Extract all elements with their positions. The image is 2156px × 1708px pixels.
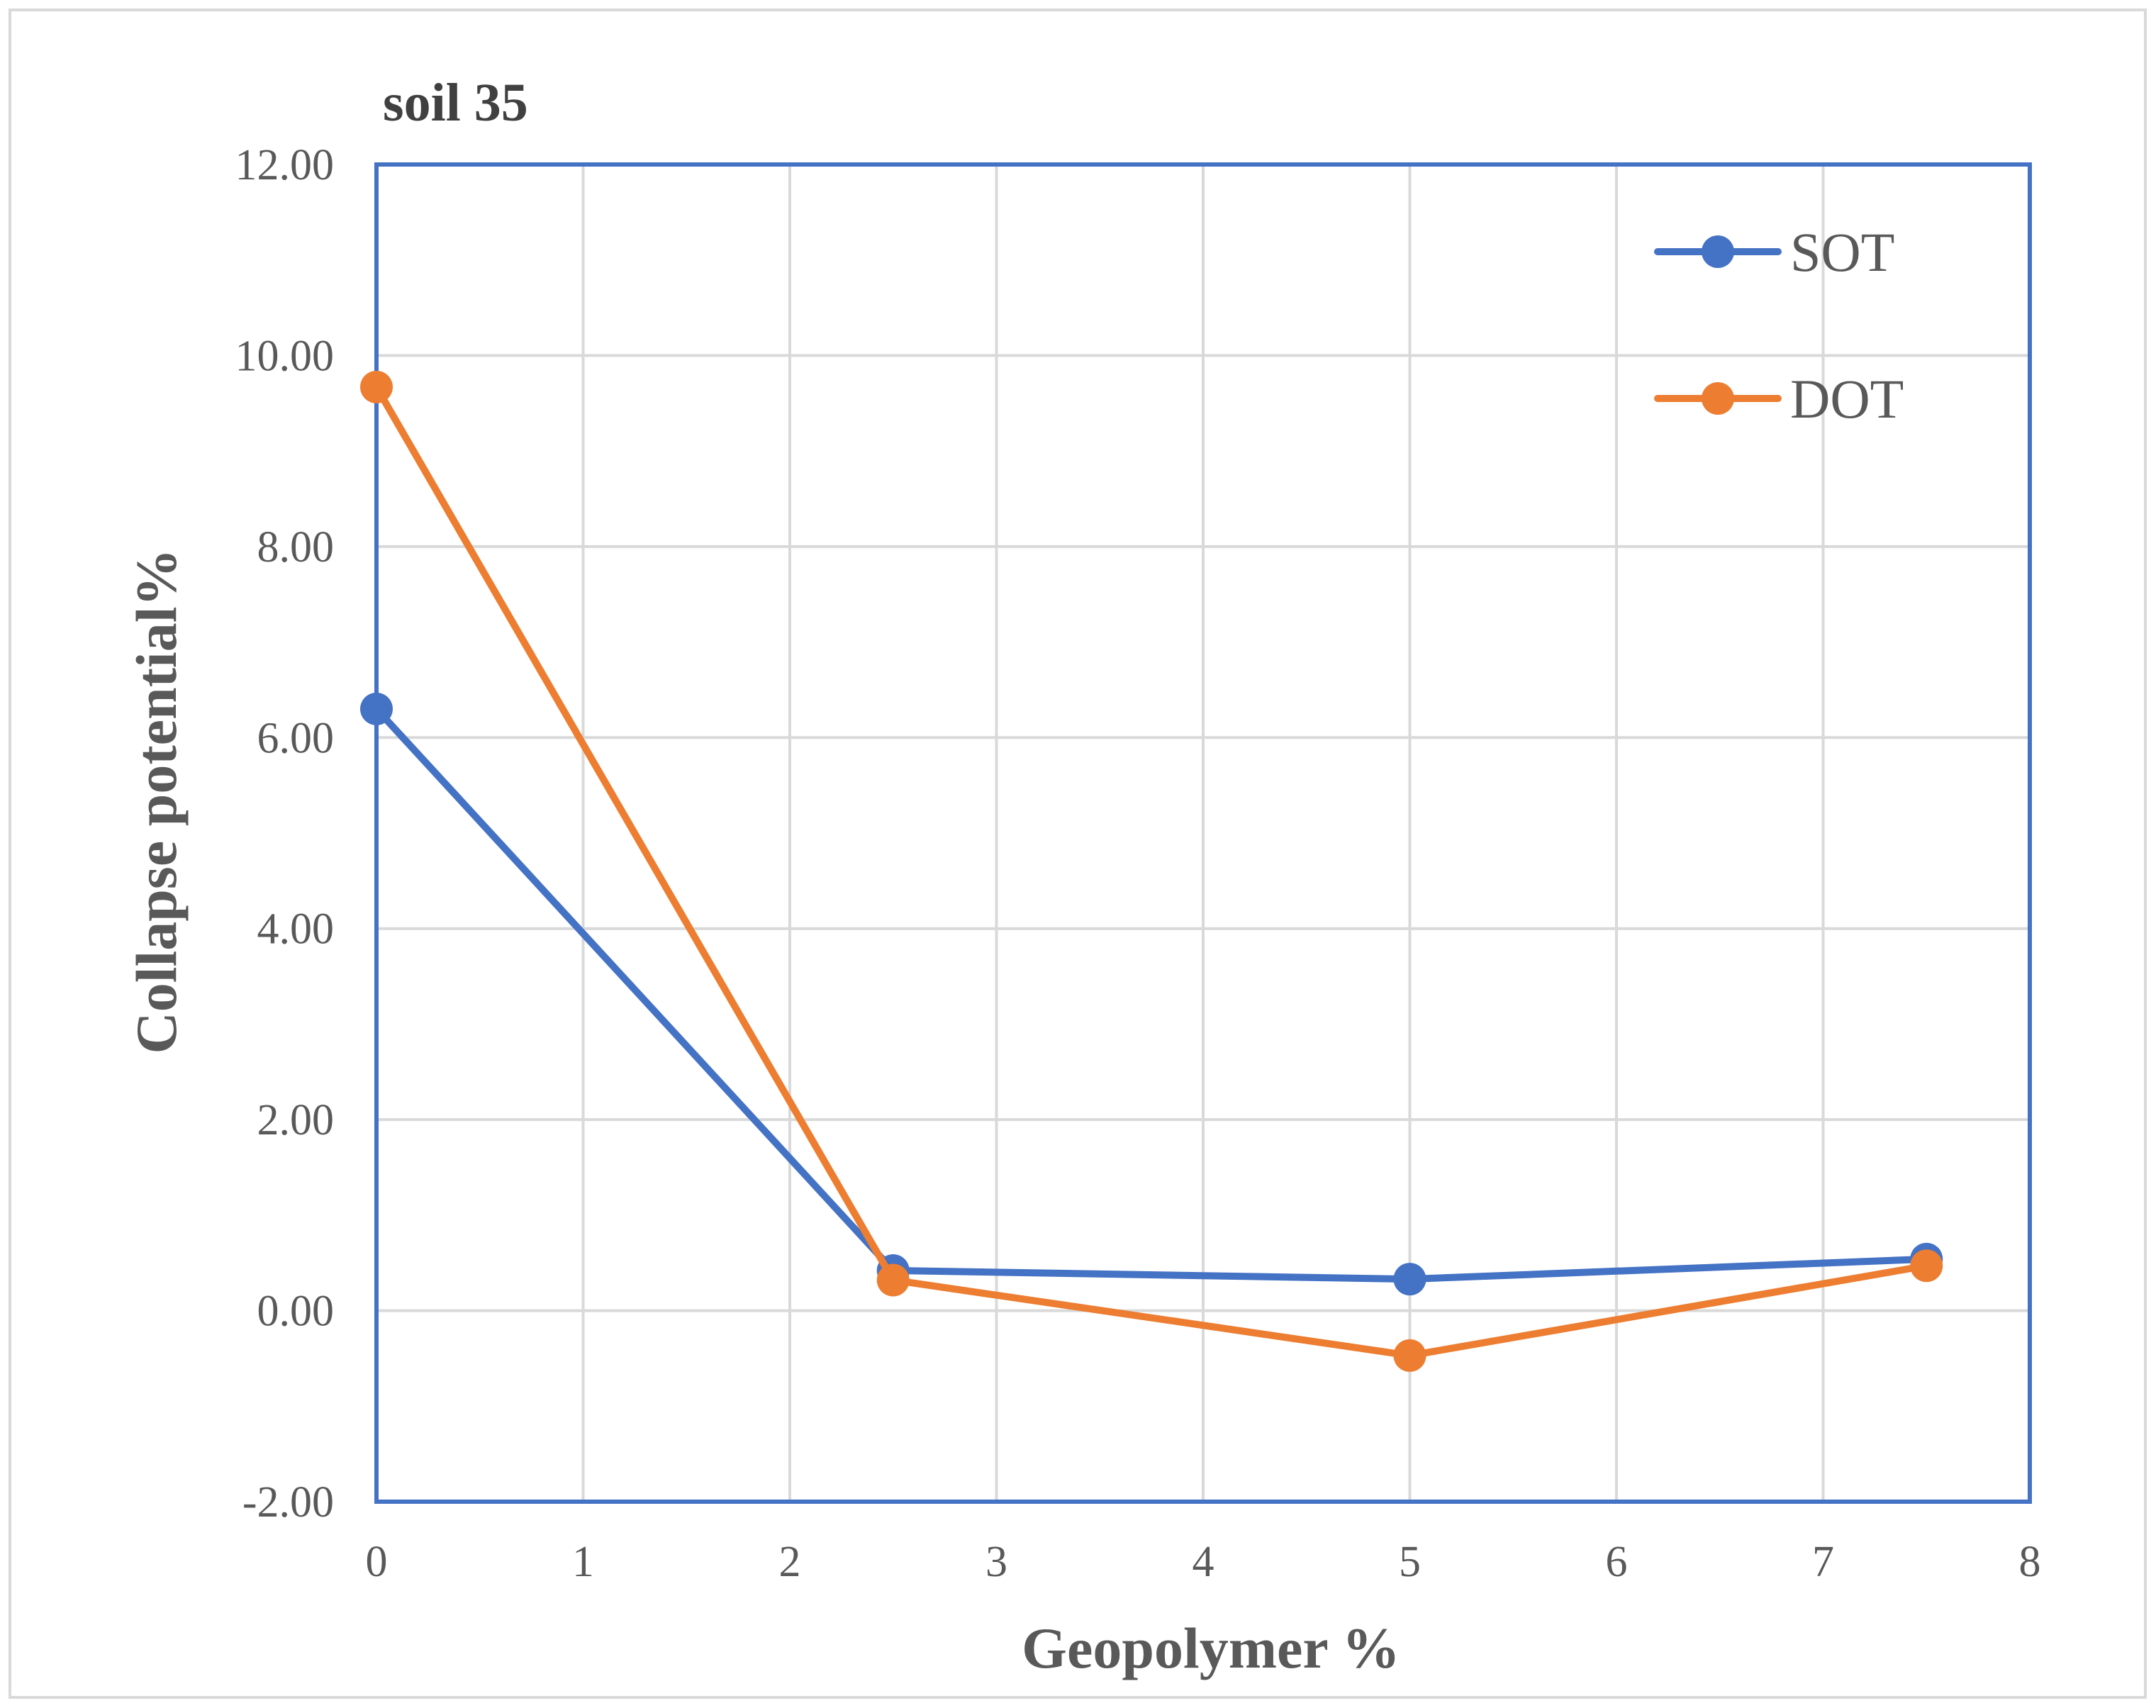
x-tick-label: 0 — [366, 1538, 388, 1586]
y-axis-title: Collapse potential% — [124, 549, 189, 1054]
legend-marker-sot — [1702, 235, 1734, 268]
data-point-sot — [360, 692, 393, 725]
x-tick-label: 3 — [985, 1538, 1007, 1586]
x-tick-label: 7 — [1812, 1538, 1834, 1586]
x-tick-label: 2 — [779, 1538, 801, 1586]
legend-item-sot: SOT — [1654, 221, 1894, 283]
series-group — [360, 370, 1943, 1372]
series-dot — [360, 370, 1943, 1372]
y-tick-label: 12.00 — [235, 141, 335, 189]
x-tick-label: 8 — [2019, 1538, 2041, 1586]
x-axis-title: Geopolymer % — [1022, 1616, 1400, 1680]
legend-label-dot: DOT — [1790, 368, 1904, 430]
y-tick-label: 2.00 — [257, 1096, 335, 1144]
plot-area-border — [374, 162, 2032, 1504]
series-line-dot — [373, 383, 1931, 1359]
legend-item-dot: DOT — [1654, 368, 1904, 430]
x-tick-label: 4 — [1192, 1538, 1214, 1586]
data-point-dot — [360, 370, 393, 403]
y-tick-label: 6.00 — [257, 714, 335, 762]
data-point-sot — [1393, 1263, 1426, 1296]
x-tick-label: 5 — [1399, 1538, 1421, 1586]
legend: SOT DOT — [1654, 221, 1904, 430]
y-tick-label: 8.00 — [257, 523, 335, 571]
legend-label-sot: SOT — [1790, 221, 1894, 283]
x-tick-label: 6 — [1606, 1538, 1628, 1586]
data-point-dot — [876, 1263, 910, 1297]
data-point-dot — [1910, 1249, 1943, 1283]
axes: 0 1 2 3 4 5 6 7 8 -2.00 0.00 2.00 4.00 6.00 8.00 10.00 1… — [235, 141, 2041, 1586]
x-tick-label: 1 — [572, 1538, 594, 1586]
y-tick-label: 0.00 — [257, 1288, 335, 1336]
y-tick-label: 4.00 — [257, 905, 335, 954]
chart-outer-border — [9, 9, 2147, 1699]
data-point-dot — [1393, 1339, 1426, 1372]
legend-marker-dot — [1702, 382, 1734, 415]
y-tick-label: 10.00 — [235, 332, 335, 380]
chart-title: soil 35 — [383, 73, 528, 133]
y-tick-label: -2.00 — [242, 1478, 334, 1526]
series-line-sot — [373, 705, 1931, 1283]
